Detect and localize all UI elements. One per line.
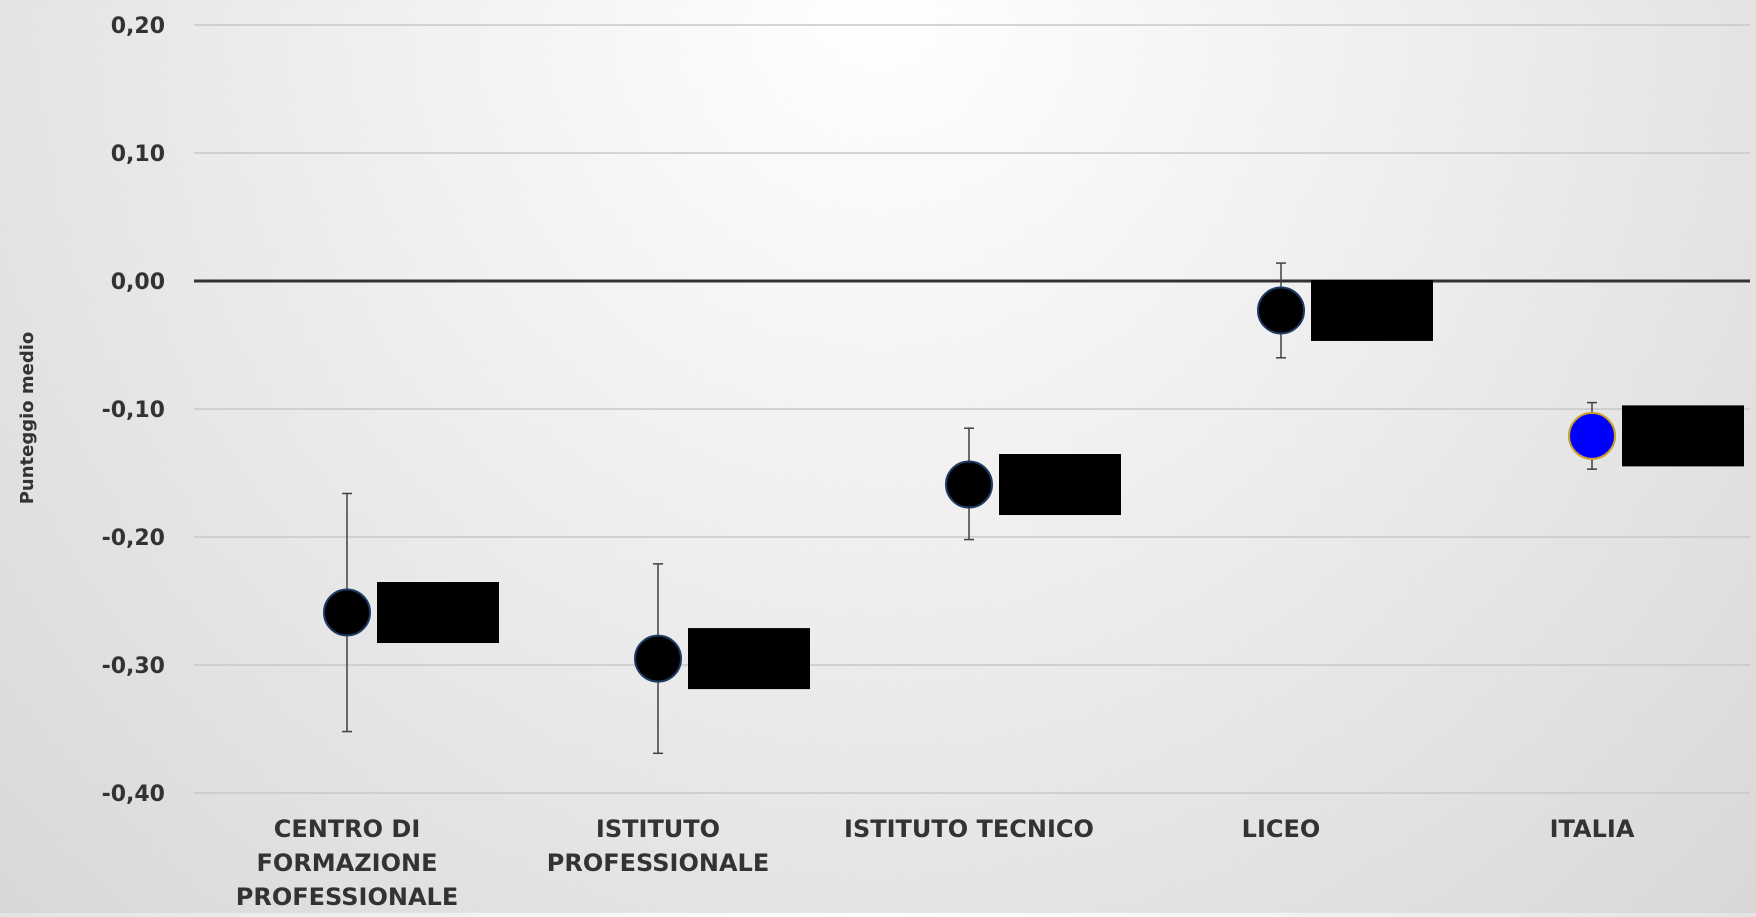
x-tick-label: ISTITUTO TECNICO xyxy=(844,815,1094,843)
x-tick-label: CENTRO DI xyxy=(274,815,421,843)
data-point xyxy=(1568,411,1616,460)
x-tick-label: LICEO xyxy=(1242,815,1321,843)
data-point xyxy=(323,588,371,637)
y-tick-label: 0,10 xyxy=(111,142,165,167)
y-tick-label: -0,40 xyxy=(102,782,165,807)
x-tick-label: ITALIA xyxy=(1550,815,1635,843)
data-label-box xyxy=(377,582,499,644)
data-point xyxy=(945,460,993,509)
marker-layer xyxy=(323,279,1744,690)
y-axis-title: Punteggio medio xyxy=(17,332,38,505)
x-tick-label: PROFESSIONALE xyxy=(236,883,458,911)
data-label-box xyxy=(1622,405,1744,467)
data-point xyxy=(634,634,682,683)
x-tick-label: ISTITUTO xyxy=(596,815,720,843)
y-tick-label: -0,30 xyxy=(102,654,165,679)
x-tick-label: PROFESSIONALE xyxy=(547,849,769,877)
data-point xyxy=(1257,286,1305,335)
data-label-box xyxy=(1311,279,1433,341)
grid-layer xyxy=(194,24,1750,794)
data-label-box xyxy=(688,628,810,690)
y-tick-label: 0,00 xyxy=(111,270,165,295)
x-tick-label: FORMAZIONE xyxy=(257,849,438,877)
y-tick-label: -0,10 xyxy=(102,398,165,423)
y-tick-label: -0,20 xyxy=(102,526,165,551)
y-tick-label: 0,20 xyxy=(111,14,165,39)
axis-layer: 0,20 0,10 0,00 -0,10 -0,20 -0,30 -0,40 CENTRO D… xyxy=(102,14,1635,911)
data-label-box xyxy=(999,454,1121,516)
